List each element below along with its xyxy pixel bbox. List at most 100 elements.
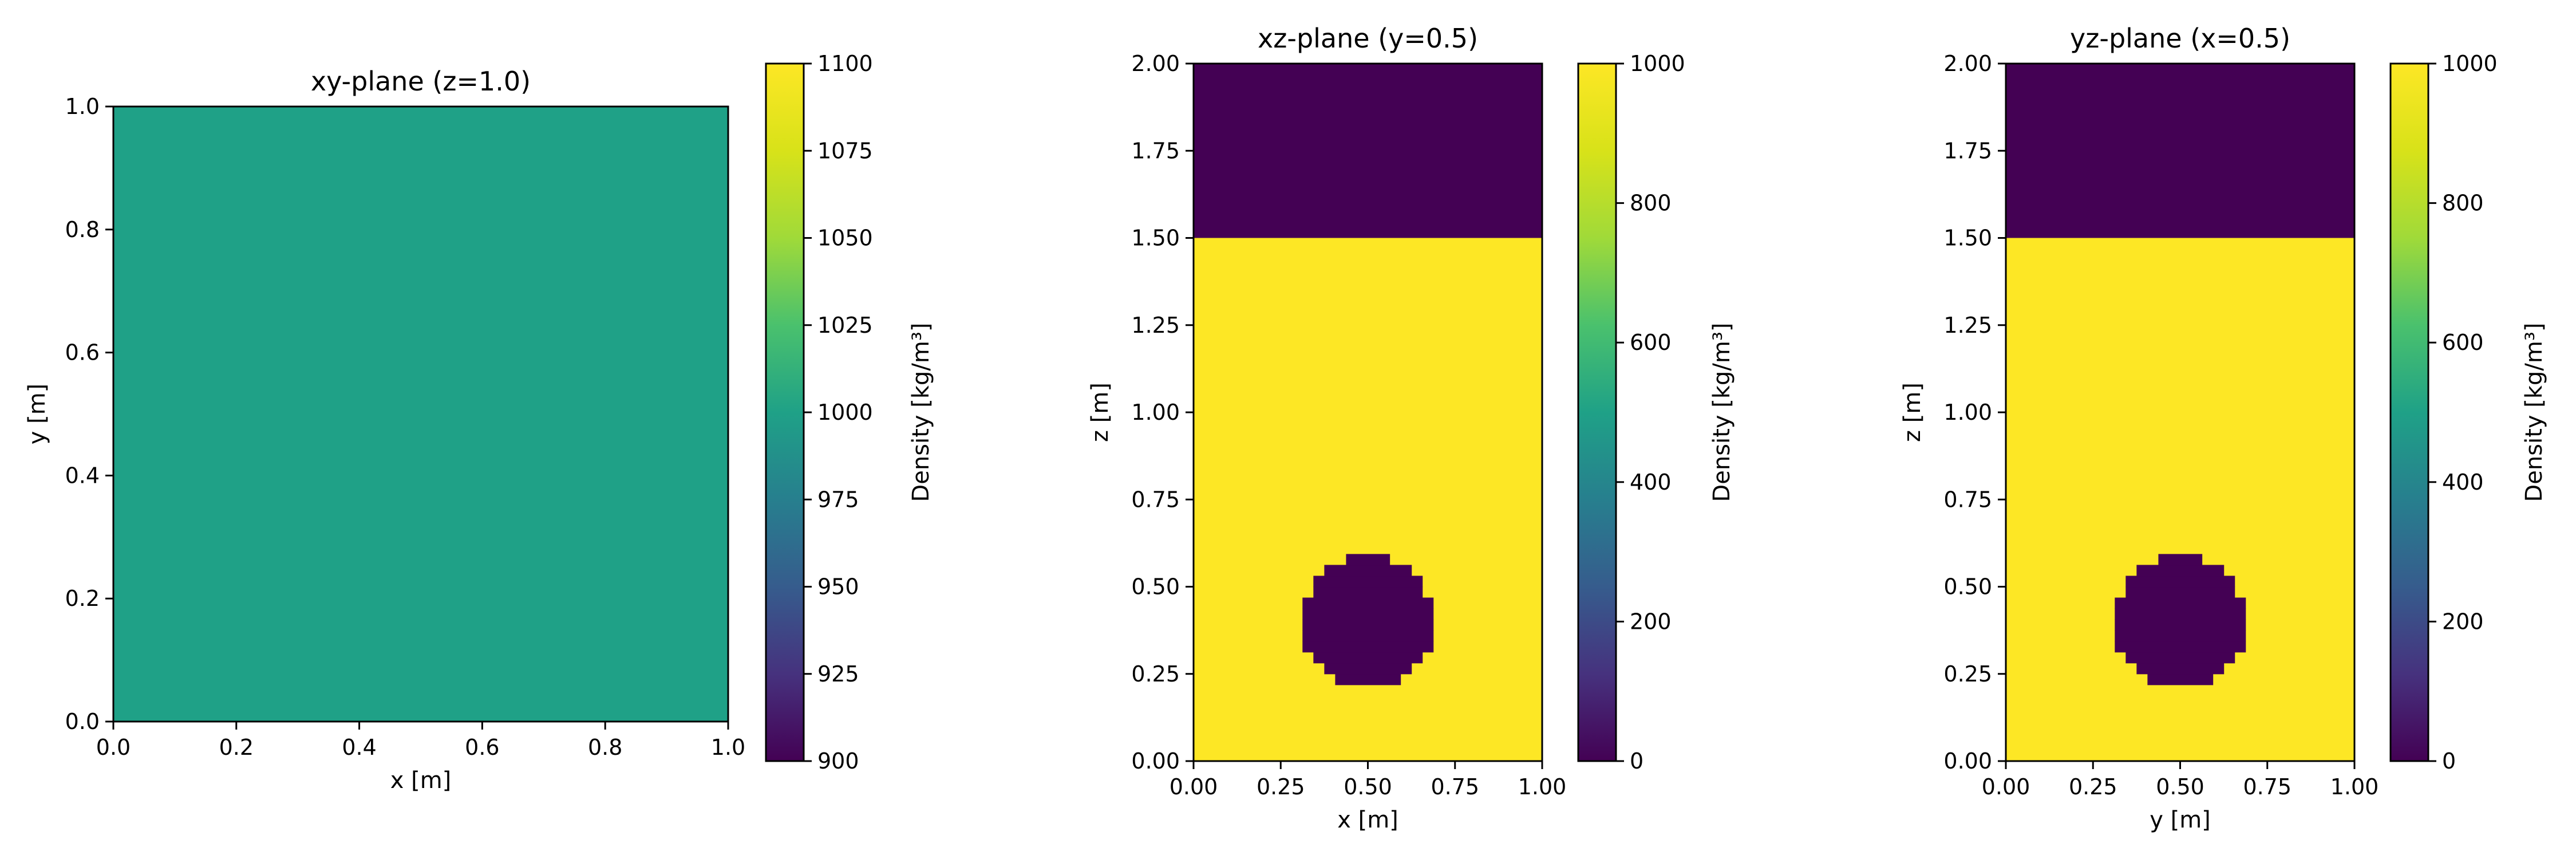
colorbar-tick-label: 800 bbox=[1630, 191, 1672, 216]
heatmap-bubble bbox=[2115, 554, 2246, 685]
y-tick-label: 1.25 bbox=[1131, 313, 1180, 338]
y-tick-label: 0.6 bbox=[65, 340, 100, 365]
heatmap-bubble-cell bbox=[1313, 576, 1423, 588]
colorbar-tick-label: 1075 bbox=[817, 138, 873, 163]
heatmap-bubble-cell bbox=[2125, 652, 2235, 664]
colorbar-tick-label: 1050 bbox=[817, 226, 873, 251]
colorbar-label: Density [kg/m³] bbox=[1709, 322, 1735, 502]
colorbar-frame bbox=[2389, 62, 2429, 762]
y-tick-label: 0.8 bbox=[65, 217, 100, 242]
y-tick-label: 1.50 bbox=[1943, 226, 1992, 251]
heatmap-bubble-cell bbox=[1313, 652, 1423, 664]
colorbar-tick-label: 925 bbox=[817, 661, 859, 687]
heatmap-bubble bbox=[1302, 554, 1434, 685]
heatmap-bubble-cell bbox=[2115, 641, 2246, 653]
chart-title: xz-plane (y=0.5) bbox=[1258, 23, 1478, 54]
heatmap-bubble-cell bbox=[2136, 565, 2225, 577]
plot-frame bbox=[112, 105, 729, 723]
x-tick-label: 0.4 bbox=[342, 735, 376, 760]
y-tick-label: 1.50 bbox=[1131, 226, 1180, 251]
colorbar-tick-label: 0 bbox=[1630, 748, 1643, 774]
heatmap-bubble-cell bbox=[1324, 663, 1412, 675]
y-tick-label: 2.00 bbox=[1943, 51, 1992, 76]
y-tick-label: 0.75 bbox=[1943, 487, 1992, 512]
heatmap-bubble-cell bbox=[1313, 586, 1423, 598]
chart-title: xy-plane (z=1.0) bbox=[311, 66, 531, 97]
y-tick-label: 1.00 bbox=[1131, 400, 1180, 425]
x-tick-label: 0.00 bbox=[1982, 774, 2030, 799]
colorbar-tick-label: 1025 bbox=[817, 313, 873, 338]
heatmap-bubble-cell bbox=[1302, 641, 1434, 653]
heatmap-bubble-cell bbox=[1302, 597, 1434, 609]
heatmap-bubble-cell bbox=[2115, 597, 2246, 609]
colorbar-gradient bbox=[766, 64, 804, 761]
x-tick-label: 1.0 bbox=[711, 735, 745, 760]
colorbar-tick-label: 1000 bbox=[817, 400, 873, 425]
y-axis-label: z [m] bbox=[1899, 383, 1926, 442]
colorbar-tick-label: 0 bbox=[2442, 748, 2456, 774]
x-tick-label: 1.00 bbox=[1518, 774, 1567, 799]
y-axis-label: y [m] bbox=[24, 384, 50, 445]
y-tick-label: 0.2 bbox=[65, 586, 100, 611]
x-tick-label: 0.0 bbox=[96, 735, 131, 760]
y-tick-label: 2.00 bbox=[1131, 51, 1180, 76]
heatmap-bubble-cell bbox=[2158, 554, 2203, 566]
y-tick-label: 0.00 bbox=[1943, 748, 1992, 774]
heatmap-field bbox=[1194, 64, 1542, 761]
y-tick-label: 0.25 bbox=[1943, 661, 1992, 687]
heatmap-bubble-cell bbox=[2115, 608, 2246, 620]
x-tick-label: 0.75 bbox=[2243, 774, 2291, 799]
heatmap-field bbox=[2006, 64, 2354, 761]
colorbar-frame bbox=[1577, 62, 1617, 762]
colorbar-tick-label: 975 bbox=[817, 487, 859, 512]
y-tick-label: 1.75 bbox=[1943, 138, 1992, 163]
x-tick-label: 0.25 bbox=[1257, 774, 1305, 799]
heatmap-bubble-cell bbox=[2115, 630, 2246, 642]
colorbar: 900 925 950 975 1000 1025 1050 1075 1100 Density … bbox=[765, 51, 934, 774]
colorbar-tick-label: 200 bbox=[1630, 609, 1672, 634]
x-tick-label: 0.75 bbox=[1431, 774, 1479, 799]
y-tick-label: 1.0 bbox=[65, 94, 100, 119]
heatmap-cell-uniform bbox=[113, 107, 728, 722]
colorbar-tick-label: 950 bbox=[817, 574, 859, 600]
colorbar-gradient bbox=[1578, 64, 1616, 761]
x-axis-label: x [m] bbox=[1337, 807, 1398, 833]
x-tick-label: 0.2 bbox=[219, 735, 254, 760]
colorbar-tick-label: 600 bbox=[2442, 330, 2484, 355]
panel-1: xy-plane (z=1.0) 0.0 0.2 0.4 0.6 0.8 1.0 x [m] 0… bbox=[24, 51, 934, 794]
y-tick-label: 0.0 bbox=[65, 709, 100, 734]
colorbar-label: Density [kg/m³] bbox=[908, 322, 934, 502]
x-tick-label: 0.6 bbox=[465, 735, 499, 760]
panel-3: yz-plane (x=0.5) 0.00 0.25 0.50 0.75 1.00 y [m… bbox=[1899, 23, 2547, 833]
colorbar: 0 200 400 600 800 1000 Density [kg/m³] bbox=[1577, 51, 1735, 774]
colorbar-tick-label: 1000 bbox=[2442, 51, 2498, 76]
heatmap-bubble-cell bbox=[2115, 619, 2246, 631]
colorbar-label: Density [kg/m³] bbox=[2521, 322, 2547, 502]
y-tick-label: 0.25 bbox=[1131, 661, 1180, 687]
x-axis-label: x [m] bbox=[390, 767, 452, 794]
colorbar-tick-label: 600 bbox=[1630, 330, 1672, 355]
y-axis-label: z [m] bbox=[1087, 383, 1113, 442]
heatmap-bubble-cell bbox=[2125, 586, 2235, 598]
heatmap-bubble-cell bbox=[2136, 663, 2225, 675]
y-tick-label: 0.4 bbox=[65, 463, 100, 488]
colorbar-tick-label: 900 bbox=[817, 748, 859, 774]
heatmap-layer-1 bbox=[2006, 64, 2354, 238]
y-tick-label: 0.50 bbox=[1943, 574, 1992, 600]
heatmap-field bbox=[113, 107, 728, 722]
colorbar: 0 200 400 600 800 1000 Density [kg/m³] bbox=[2389, 51, 2547, 774]
heatmap-bubble-cell bbox=[1302, 630, 1434, 642]
panel-2: xz-plane (y=0.5) 0.00 0.25 0.50 0.75 1.00 x [m… bbox=[1087, 23, 1735, 833]
chart-title: yz-plane (x=0.5) bbox=[2070, 23, 2290, 54]
y-tick-label: 0.75 bbox=[1131, 487, 1180, 512]
x-tick-label: 0.00 bbox=[1170, 774, 1218, 799]
heatmap-layer-1 bbox=[1194, 64, 1542, 238]
heatmap-bubble-cell bbox=[2147, 673, 2214, 685]
colorbar-tick-label: 400 bbox=[2442, 470, 2484, 495]
colorbar-tick-label: 400 bbox=[1630, 470, 1672, 495]
y-tick-label: 1.75 bbox=[1131, 138, 1180, 163]
x-tick-label: 0.25 bbox=[2069, 774, 2117, 799]
heatmap-bubble-cell bbox=[1346, 554, 1390, 566]
heatmap-bubble-cell bbox=[2125, 576, 2235, 588]
